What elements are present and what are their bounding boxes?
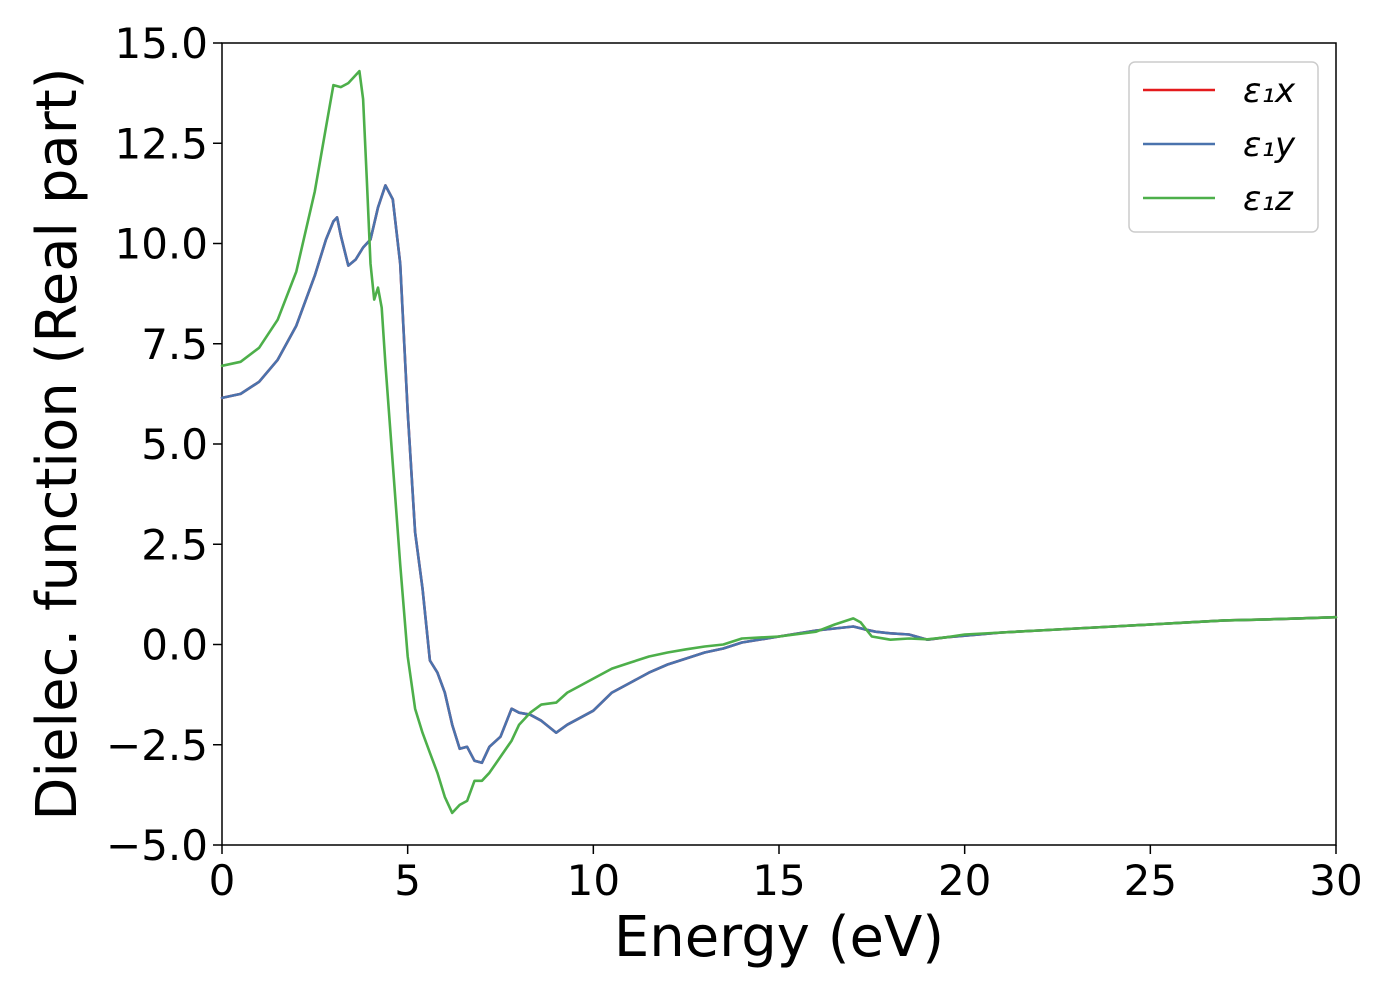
x-axis: 0 5 10 15 20 25 30	[209, 845, 1363, 905]
x-tick-label: 30	[1309, 856, 1362, 905]
y-tick-label: −5.0	[106, 821, 208, 870]
y-axis: −5.0 −2.5 0.0 2.5 5.0 7.5 10.0 12.5 15.0	[106, 19, 222, 870]
x-tick-label: 25	[1124, 856, 1177, 905]
y-tick-label: 12.5	[114, 119, 208, 168]
legend-label-1: ε₁x	[1243, 71, 1296, 111]
series-line-3	[220, 69, 1338, 815]
x-tick-label: 15	[752, 856, 805, 905]
y-tick-label: 5.0	[141, 420, 208, 469]
x-tick-label: 10	[567, 856, 620, 905]
y-tick-label: 7.5	[141, 320, 208, 369]
series-layer	[220, 69, 1338, 815]
legend-label-2: ε₁y	[1243, 125, 1296, 165]
y-tick-label: 2.5	[141, 520, 208, 569]
y-tick-label: 0.0	[141, 621, 208, 670]
legend-box	[1128, 61, 1319, 233]
y-tick-label: 15.0	[114, 19, 208, 68]
y-tick-label: 10.0	[114, 220, 208, 269]
x-tick-label: 0	[209, 856, 236, 905]
y-tick-label: −2.5	[106, 721, 208, 770]
legend-label-3: ε₁z	[1243, 179, 1294, 219]
x-tick-label: 5	[394, 856, 421, 905]
y-axis-label: Dielec. function (Real part)	[25, 67, 90, 820]
legend: ε₁x ε₁y ε₁z	[1128, 61, 1319, 233]
x-axis-label: Energy (eV)	[614, 905, 944, 970]
x-tick-label: 20	[938, 856, 991, 905]
